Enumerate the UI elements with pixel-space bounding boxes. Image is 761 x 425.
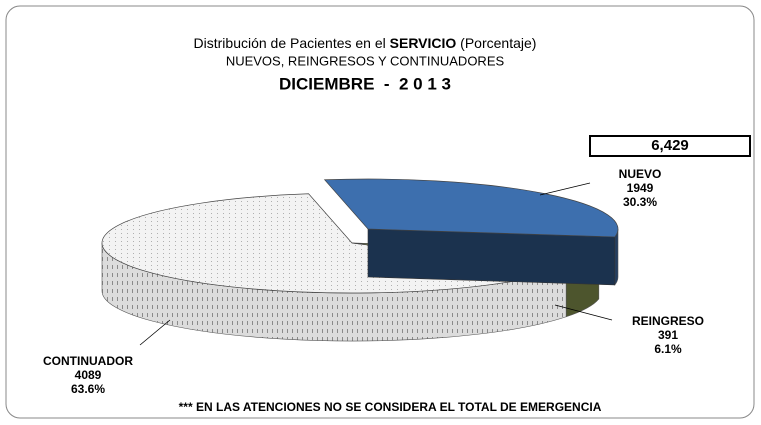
total-box: [589, 135, 751, 157]
total: 6,429: [651, 137, 689, 154]
pie: [101, 178, 619, 342]
value-label: 391: [658, 328, 678, 342]
slice: [323, 178, 619, 238]
title-part: (Porcentaje): [456, 35, 536, 51]
title-part: SERVICIO: [390, 35, 457, 51]
title-part: Distribución de Pacientes en el: [194, 35, 390, 51]
chart-subtitle: NUEVOS, REINGRESOS Y CONTINUADORES: [226, 53, 505, 68]
category-label: NUEVO: [619, 167, 662, 181]
percent-label: 30.3%: [623, 195, 657, 209]
period: DICIEMBRE - 2 0 1 3: [279, 74, 451, 93]
percent-label: 63.6%: [71, 382, 105, 396]
category-label: CONTINUADOR: [43, 354, 133, 368]
leader-line: [539, 182, 591, 196]
slice-cut: [367, 228, 616, 286]
leader-line: [139, 319, 171, 346]
slice-side: [614, 228, 619, 286]
percent-label: 6.1%: [654, 342, 682, 356]
category-label: REINGRESO: [632, 314, 704, 328]
footnote: *** EN LAS ATENCIONES NO SE CONSIDERA EL…: [179, 400, 602, 414]
value-label: 1949: [627, 181, 654, 195]
leader-line: [554, 304, 613, 321]
chart-title: Distribución de Pacientes en el SERVICIO…: [194, 35, 537, 51]
value-label: 4089: [75, 368, 102, 382]
